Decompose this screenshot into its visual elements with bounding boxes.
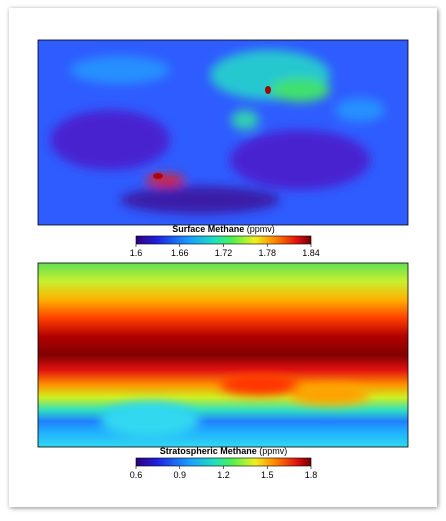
colorbar-title-text: Stratospheric Methane: [160, 446, 257, 456]
map-frame: [37, 262, 409, 448]
colorbar-unit: (ppmv): [247, 224, 275, 234]
colorbar: [135, 457, 312, 467]
tick-label: 1.6: [130, 248, 143, 258]
colorbar-title: Surface Methane (ppmv): [172, 224, 275, 234]
tick-label: 1.78: [258, 248, 276, 258]
colorbar-unit: (ppmv): [259, 446, 287, 456]
tick-label: 1.84: [302, 248, 320, 258]
tick-label: 1.66: [171, 248, 189, 258]
tick-label: 0.6: [130, 470, 143, 480]
tick-label: 1.5: [261, 470, 274, 480]
tick-label: 0.9: [173, 470, 186, 480]
tick-label: 1.2: [217, 470, 230, 480]
colorbar-title: Stratospheric Methane (ppmv): [160, 446, 288, 456]
colorbar: [135, 235, 312, 245]
colorbar-title-text: Surface Methane: [172, 224, 244, 234]
map-frame: [37, 39, 409, 226]
tick-label: 1.8: [305, 470, 318, 480]
stratospheric-map: [38, 263, 408, 447]
surface-map: [38, 40, 408, 225]
tick-label: 1.72: [215, 248, 233, 258]
